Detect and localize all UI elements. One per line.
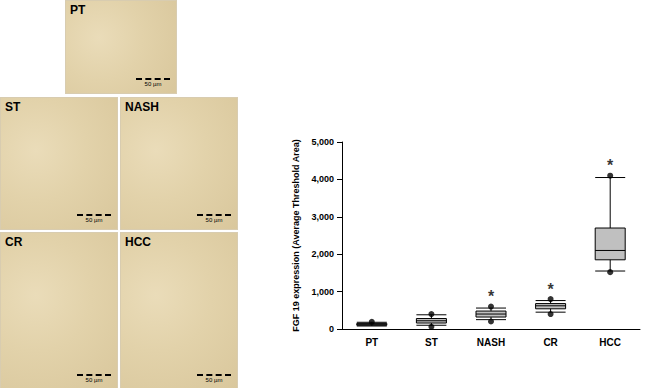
html-text:50 µm: 50 µm (144, 81, 162, 87)
svg-text:0: 0 (329, 324, 334, 334)
html-text:HCC: HCC (125, 235, 151, 249)
html-text:50 µm: 50 µm (205, 377, 223, 383)
svg-text:ST: ST (425, 337, 438, 348)
svg-text:*: * (488, 288, 495, 305)
html-text:NASH: NASH (125, 100, 159, 114)
svg-text:3,000: 3,000 (311, 212, 334, 222)
svg-text:PT: PT (365, 337, 378, 348)
html-text:50 µm: 50 µm (205, 217, 223, 223)
svg-text:FGF 19 expression (Average Thr: FGF 19 expression (Average Threshold Are… (291, 139, 301, 331)
svg-text:2,000: 2,000 (311, 249, 334, 259)
html-text:CR: CR (5, 235, 23, 249)
svg-text:*: * (607, 157, 614, 174)
html-text:ST: ST (5, 100, 21, 114)
svg-text:HCC: HCC (599, 337, 621, 348)
svg-text:4,000: 4,000 (311, 174, 334, 184)
html-text:50 µm: 50 µm (85, 217, 103, 223)
svg-text:*: * (547, 281, 554, 298)
svg-text:CR: CR (543, 337, 558, 348)
html-text:50 µm: 50 µm (85, 377, 103, 383)
svg-text:NASH: NASH (477, 337, 505, 348)
svg-text:5,000: 5,000 (311, 137, 334, 147)
svg-text:1,000: 1,000 (311, 287, 334, 297)
html-text:PT: PT (70, 3, 86, 17)
